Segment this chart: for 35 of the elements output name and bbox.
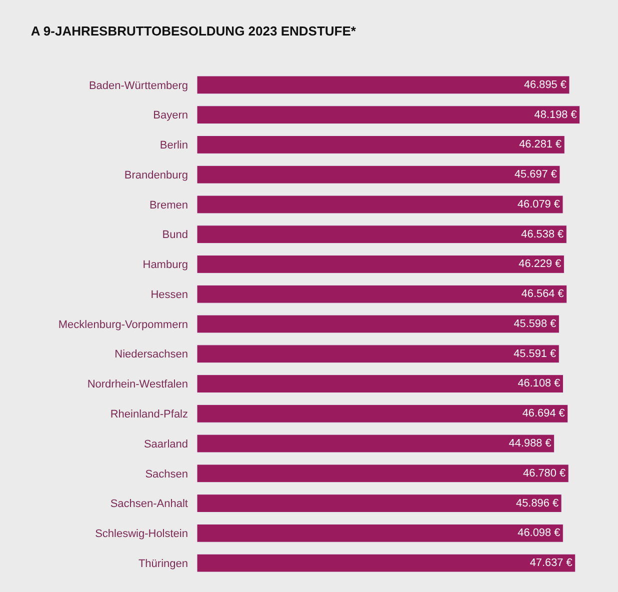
data-label: 47.637 € xyxy=(530,557,572,570)
y-tick-label: Bayern xyxy=(153,110,188,122)
data-label: 48.198 € xyxy=(534,108,577,121)
y-tick-label: Hessen xyxy=(150,288,188,301)
y-tick-label: Bund xyxy=(162,229,188,242)
data-label: 44.988 € xyxy=(508,438,552,450)
y-tick-label: Nordrhein-Westfalen xyxy=(87,378,188,391)
y-tick-label: Thüringen xyxy=(138,558,188,570)
y-tick-label: Bremen xyxy=(149,199,188,212)
data-label: 46.895 € xyxy=(524,78,566,91)
y-tick-label: Rheinland-Pfalz xyxy=(110,408,188,420)
data-label: 46.538 € xyxy=(521,228,564,240)
data-label: 46.780 € xyxy=(523,467,566,480)
y-tick-label: Berlin xyxy=(160,140,188,152)
y-tick-label: Hamburg xyxy=(142,259,188,272)
y-tick-label: Brandenburg xyxy=(124,169,188,182)
data-label: 46.108 € xyxy=(518,378,560,390)
data-label: 45.697 € xyxy=(514,168,557,181)
data-label: 45.598 € xyxy=(514,318,556,330)
data-label: 46.281 € xyxy=(519,138,562,151)
y-tick-label: Sachsen xyxy=(145,468,188,480)
y-tick-label: Baden-Württemberg xyxy=(88,80,188,92)
y-tick-label: Niedersachsen xyxy=(114,348,188,361)
chart-title: A 9-JAHRESBRUTTOBESOLDUNG 2023 ENDSTUFE* xyxy=(30,24,357,39)
data-label: 45.896 € xyxy=(516,497,559,510)
data-label: 46.229 € xyxy=(518,258,562,270)
y-tick-label: Schleswig-Holstein xyxy=(95,528,188,540)
y-tick-label: Mecklenburg-Vorpommern xyxy=(58,318,188,331)
data-label: 46.694 € xyxy=(522,408,565,420)
y-tick-label: Sachsen-Anhalt xyxy=(110,498,188,510)
y-tick-label: Saarland xyxy=(144,438,188,450)
data-label: 46.564 € xyxy=(521,288,564,300)
data-label: 46.079 € xyxy=(517,198,560,210)
data-label: 46.098 € xyxy=(518,527,560,540)
data-label: 45.591 € xyxy=(514,348,556,360)
